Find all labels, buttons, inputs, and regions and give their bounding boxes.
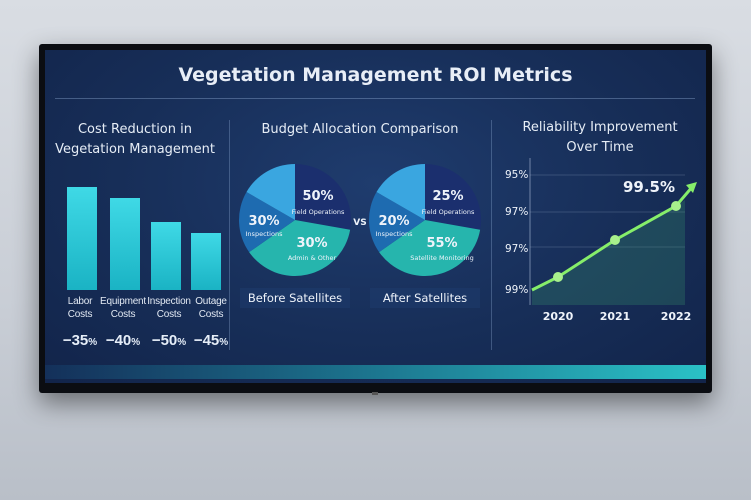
annotation-label: 99.5%: [623, 178, 675, 196]
pie-slice-label: Satellite Monitoring: [410, 254, 473, 262]
pie-slice-admin-other: [249, 220, 351, 277]
bar-category-label: Outage Costs: [195, 295, 227, 321]
bar-value-label: −35%: [62, 332, 98, 349]
pie-slice-other: [376, 164, 425, 220]
page-title: Vegetation Management ROI Metrics: [178, 64, 573, 86]
pie-value-label: 30%: [248, 214, 279, 229]
pie-value-label: 20%: [378, 214, 409, 229]
x-tick-label: 2020: [543, 310, 574, 323]
y-tick-label: 97%: [505, 206, 528, 218]
label-line: Outage: [195, 296, 227, 307]
arrow-head-icon: [686, 182, 697, 193]
pie-slice-label: Inspections: [246, 230, 284, 238]
bar-category-label: Equipment Costs: [100, 295, 146, 321]
pie-chart-title: Budget Allocation Comparison: [261, 122, 459, 137]
y-tick-label: 95%: [505, 169, 528, 181]
pie-slice-other: [246, 164, 295, 220]
pie-slice-field-operations: [295, 164, 351, 230]
bar-inspection: [151, 222, 181, 290]
pie-slice-label: Field Operations: [292, 208, 345, 216]
line-chart-title: Reliability Improvement Over Time: [495, 118, 705, 158]
data-point: [553, 272, 563, 282]
panel-divider: [491, 120, 492, 350]
data-point: [671, 201, 681, 211]
pie-slice-satellite-monitoring: [379, 220, 481, 277]
line-title-1: Reliability Improvement: [522, 120, 678, 135]
pie-value-label: 55%: [426, 236, 457, 251]
bar-category-label: Labor Costs: [68, 295, 93, 321]
pie-slice-inspections: [368, 192, 425, 253]
bar-value-label: −50%: [151, 332, 187, 349]
pie-slice-inspections: [238, 192, 295, 253]
label-line: Costs: [156, 309, 182, 320]
bar-value-label: −40%: [105, 332, 141, 349]
y-tick-label: 99%: [505, 284, 528, 296]
tv-logo: [372, 392, 378, 395]
pie-caption-after: After Satellites: [370, 288, 480, 308]
x-tick-label: 2021: [600, 310, 631, 323]
bar-value-label: −45%: [193, 332, 229, 349]
bar-equipment: [110, 198, 140, 290]
bar-outage: [191, 233, 221, 290]
label-line: Labor: [67, 296, 93, 307]
line-area: [532, 200, 685, 305]
pie-value-label: 30%: [296, 236, 327, 251]
bar-labor: [67, 187, 97, 290]
bar-chart-title: Cost Reduction in Vegetation Management: [55, 122, 215, 157]
label-line: Equipment: [99, 296, 147, 307]
label-line: Costs: [110, 309, 136, 320]
accent-stripe: [45, 365, 706, 379]
panel-divider: [229, 120, 230, 350]
label-line: Costs: [67, 309, 93, 320]
dashboard-screen: Vegetation Management ROI Metrics Cost R…: [45, 50, 706, 383]
line-title-2: Over Time: [566, 140, 634, 155]
pie-slice-label: Field Operations: [422, 208, 475, 216]
x-tick-label: 2022: [661, 310, 692, 323]
pie-value-label: 25%: [432, 189, 463, 204]
pie-slice-label: Admin & Other: [288, 254, 337, 262]
bar-category-label: Inspection Costs: [147, 295, 191, 321]
pie-slice-label: Inspections: [376, 230, 414, 238]
pie-value-label: 50%: [302, 189, 333, 204]
label-line: Inspection: [147, 296, 191, 307]
title-divider: [55, 98, 695, 99]
pie-caption-before: Before Satellites: [240, 288, 350, 308]
y-tick-label: 97%: [505, 243, 528, 255]
data-point: [610, 235, 620, 245]
vs-label: VS: [353, 218, 366, 228]
label-line: Costs: [198, 309, 224, 320]
pie-slice-field-operations: [425, 164, 482, 230]
